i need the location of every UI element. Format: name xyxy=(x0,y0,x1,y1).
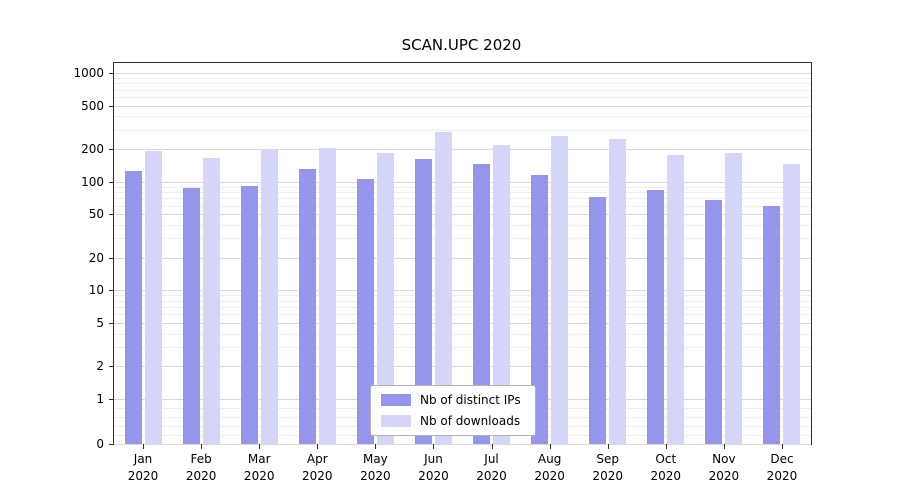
x-tick-label: Jul 2020 xyxy=(476,452,507,483)
bar-nb-of-distinct-ips-aug-2020 xyxy=(531,175,549,444)
bar-nb-of-distinct-ips-may-2020 xyxy=(356,179,374,444)
x-tick-mark xyxy=(201,444,203,449)
y-tick-mark xyxy=(109,148,114,150)
y-tick-label: 5 xyxy=(96,316,104,331)
y-tick-mark xyxy=(109,290,114,292)
x-tick-mark xyxy=(665,444,667,449)
y-tick-mark xyxy=(109,399,114,400)
legend-item-downloads: Nb of downloads xyxy=(381,414,521,428)
bar-nb-of-downloads-may-2020 xyxy=(376,152,394,444)
legend-item-distinct-ips: Nb of distinct IPs xyxy=(381,393,521,407)
y-tick-mark xyxy=(109,323,114,325)
x-tick-label: Sep 2020 xyxy=(592,452,623,483)
y-tick-label: 500 xyxy=(81,98,104,113)
bar-nb-of-distinct-ips-feb-2020 xyxy=(182,187,200,444)
y-tick-label: 0 xyxy=(96,437,104,451)
minor-gridline xyxy=(114,97,811,98)
y-tick-label: 10 xyxy=(88,283,104,298)
x-tick-mark xyxy=(433,444,435,449)
bar-nb-of-downloads-sep-2020 xyxy=(609,139,627,444)
bar-nb-of-distinct-ips-jul-2020 xyxy=(473,164,491,444)
bar-nb-of-downloads-jun-2020 xyxy=(434,132,452,444)
bar-nb-of-downloads-mar-2020 xyxy=(260,148,278,444)
y-tick-label: 1000 xyxy=(73,65,104,80)
bar-nb-of-downloads-apr-2020 xyxy=(318,147,336,444)
x-tick-mark xyxy=(259,444,261,449)
y-tick-label: 50 xyxy=(88,207,104,222)
bar-nb-of-downloads-dec-2020 xyxy=(783,164,801,444)
bar-nb-of-downloads-jul-2020 xyxy=(493,145,511,444)
x-tick-mark xyxy=(723,444,725,449)
legend-swatch-downloads xyxy=(381,415,411,427)
bar-nb-of-distinct-ips-nov-2020 xyxy=(705,199,723,444)
legend-swatch-distinct-ips xyxy=(381,394,411,406)
bar-nb-of-distinct-ips-sep-2020 xyxy=(589,197,607,444)
x-tick-mark xyxy=(143,444,145,449)
x-tick-mark xyxy=(549,444,551,449)
minor-gridline xyxy=(114,83,811,85)
x-tick-mark xyxy=(781,444,783,449)
minor-gridline xyxy=(114,129,811,131)
plot-area: Nb of distinct IPs Nb of downloads 0 1 2 5 1… xyxy=(73,62,812,483)
y-tick-mark xyxy=(109,72,114,74)
y-tick-mark xyxy=(109,214,114,216)
x-tick-label: May 2020 xyxy=(360,452,391,483)
y-tick-mark xyxy=(109,181,114,183)
chart-title: SCAN.UPC 2020 xyxy=(401,36,522,54)
y-tick-label: 20 xyxy=(88,250,104,265)
bar-nb-of-downloads-oct-2020 xyxy=(667,155,685,444)
y-tick-label: 2 xyxy=(96,359,104,374)
x-tick-label: Jun 2020 xyxy=(418,452,449,483)
bar-nb-of-downloads-nov-2020 xyxy=(725,152,743,444)
y-tick-label: 100 xyxy=(81,174,104,189)
x-tick-label: Oct 2020 xyxy=(650,452,682,483)
y-tick-mark xyxy=(109,257,114,259)
x-tick-label: Dec 2020 xyxy=(766,452,798,483)
y-tick-label: 1 xyxy=(96,392,104,406)
bar-nb-of-downloads-aug-2020 xyxy=(551,135,569,444)
x-tick-mark xyxy=(375,444,377,449)
y-tick-label: 200 xyxy=(81,141,104,156)
major-gridline xyxy=(114,72,811,74)
minor-gridline xyxy=(114,89,811,91)
bar-nb-of-distinct-ips-oct-2020 xyxy=(647,189,665,444)
bar-nb-of-distinct-ips-apr-2020 xyxy=(298,169,316,444)
major-gridline xyxy=(114,105,811,107)
bar-nb-of-downloads-jan-2020 xyxy=(144,151,162,444)
x-tick-label: Mar 2020 xyxy=(243,452,275,483)
bar-nb-of-distinct-ips-jun-2020 xyxy=(414,159,432,444)
y-tick-mark xyxy=(109,105,114,107)
x-tick-label: Apr 2020 xyxy=(302,452,333,483)
bar-nb-of-distinct-ips-dec-2020 xyxy=(763,205,781,444)
major-gridline xyxy=(114,444,811,445)
x-tick-label: Nov 2020 xyxy=(708,452,740,483)
legend-label-downloads: Nb of downloads xyxy=(420,414,521,428)
major-gridline xyxy=(114,148,811,150)
y-tick-mark xyxy=(109,366,114,368)
legend: Nb of distinct IPs Nb of downloads xyxy=(370,385,536,436)
x-tick-label: Jan 2020 xyxy=(127,452,159,483)
x-tick-mark xyxy=(607,444,609,449)
y-tick-mark xyxy=(109,444,114,445)
bar-nb-of-distinct-ips-mar-2020 xyxy=(240,185,258,444)
x-tick-mark xyxy=(491,444,493,449)
bar-nb-of-downloads-feb-2020 xyxy=(202,157,220,444)
legend-label-distinct-ips: Nb of distinct IPs xyxy=(420,393,521,407)
x-tick-label: Aug 2020 xyxy=(534,452,565,483)
minor-gridline xyxy=(114,116,811,118)
minor-gridline xyxy=(114,77,811,79)
bar-nb-of-distinct-ips-jan-2020 xyxy=(124,171,142,444)
x-tick-mark xyxy=(317,444,319,449)
x-tick-label: Feb 2020 xyxy=(185,452,217,483)
